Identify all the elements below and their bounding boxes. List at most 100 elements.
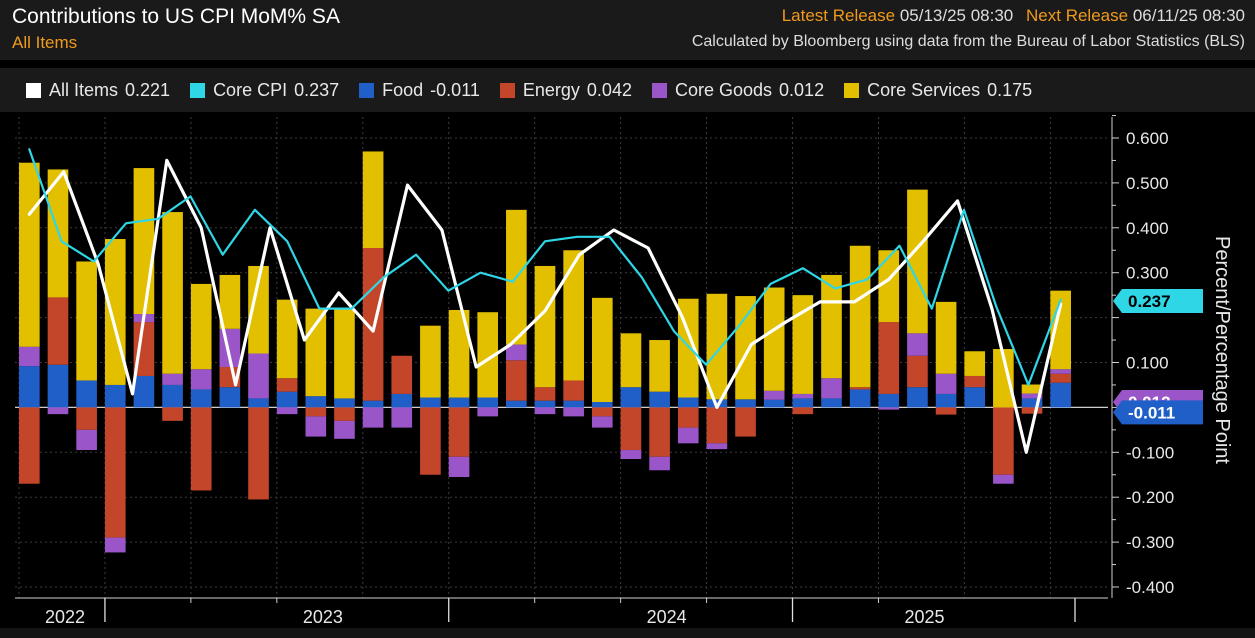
y-tick-label: -0.200 — [1126, 488, 1174, 507]
bar-core-goods — [591, 416, 613, 428]
legend-all-items[interactable]: All Items 0.221 — [26, 80, 170, 101]
bar-food — [162, 384, 183, 408]
legend-value: 0.042 — [586, 79, 632, 100]
bar-core-services — [104, 239, 126, 385]
bar-core-goods — [878, 407, 900, 410]
legend-food[interactable]: Food -0.011 — [359, 80, 480, 101]
bar-core-services — [620, 333, 642, 388]
bar-core-services — [276, 299, 298, 379]
chart-plot: 0.600 0.500 0.400 0.300 0.100 -0.100 -0.200 -0.… — [15, 115, 1233, 627]
bar-core-goods — [563, 407, 584, 417]
legend-value: 0.221 — [125, 79, 171, 100]
value-tag-label: -0.011 — [1128, 403, 1175, 422]
bar-food — [362, 400, 384, 408]
bar-food — [76, 380, 97, 408]
y-tick-label: 0.100 — [1126, 354, 1169, 373]
legend-energy[interactable]: Energy 0.042 — [499, 79, 632, 101]
bar-energy — [334, 407, 355, 421]
bar-core-services — [190, 283, 212, 370]
bar-food — [1050, 382, 1071, 408]
bar-food — [47, 364, 69, 408]
bar-core-goods — [534, 407, 556, 415]
bar-core-goods — [1021, 393, 1043, 399]
bar-energy — [649, 407, 670, 457]
bar-food — [276, 391, 298, 408]
bar-food — [849, 389, 871, 408]
y-tick-label: 0.400 — [1126, 219, 1169, 238]
bar-food — [620, 387, 642, 408]
bar-core-goods — [19, 346, 40, 367]
source-note: Calculated by Bloomberg using data from … — [691, 33, 1245, 50]
bar-energy — [620, 407, 642, 451]
bar-core-services — [964, 351, 986, 376]
y-tick-label: -0.100 — [1126, 443, 1174, 462]
latest-release-label: Latest Release — [781, 6, 896, 25]
bar-food — [935, 393, 957, 408]
legend-core-goods[interactable]: Core Goods 0.012 — [651, 80, 824, 101]
bar-energy — [677, 407, 699, 428]
value-tag-label: 0.237 — [1128, 292, 1171, 311]
bar-food — [821, 398, 842, 408]
bar-energy — [935, 407, 957, 415]
bar-energy — [735, 407, 756, 437]
bar-core-goods — [248, 353, 269, 399]
next-release-label: Next Release — [1026, 6, 1129, 25]
latest-release-value: 05/13/25 08:30 — [899, 6, 1014, 25]
bar-core-goods — [792, 393, 814, 399]
bar-core-goods — [276, 407, 298, 415]
lines — [27, 148, 1063, 454]
bar-food — [735, 399, 756, 408]
bar-food — [448, 397, 470, 408]
bar-food — [133, 375, 155, 408]
bar-energy — [878, 322, 900, 394]
bar-food — [792, 398, 814, 408]
bar-core-services — [935, 301, 957, 374]
chart-title: Contributions to US CPI MoM% SA — [12, 5, 340, 28]
bar-core-goods — [334, 420, 355, 439]
bar-energy — [248, 407, 269, 500]
bar-core-goods — [477, 407, 499, 417]
bar-food — [391, 393, 413, 408]
next-release-value: 06/11/25 08:30 — [1132, 6, 1245, 25]
bar-food — [104, 384, 126, 408]
bar-core-services — [763, 287, 785, 391]
legend-core-services[interactable]: Core Services 0.175 — [844, 80, 1032, 101]
bar-food — [534, 400, 556, 408]
year-label: 2023 — [303, 607, 343, 627]
bar-core-services — [162, 212, 183, 374]
bar-food — [563, 400, 584, 408]
chart-subtitle[interactable]: All Items — [12, 33, 78, 52]
y-tick-label: -0.300 — [1126, 533, 1174, 552]
bar-core-services — [477, 312, 499, 398]
bar-core-services — [563, 250, 584, 381]
footer-bar — [0, 628, 1255, 638]
bar-energy — [190, 407, 212, 491]
legend-label: Core Services — [867, 79, 981, 100]
bar-core-goods — [104, 537, 126, 553]
bar-core-services — [993, 349, 1014, 408]
bar-core-goods — [1050, 369, 1071, 374]
bar-core-goods — [76, 429, 97, 451]
bar-core-goods — [677, 427, 699, 444]
legend-swatch — [651, 82, 667, 98]
legend-swatch — [499, 82, 515, 98]
bar-energy — [534, 387, 556, 401]
legend-core-cpi[interactable]: Core CPI 0.237 — [190, 80, 339, 101]
bar-energy — [849, 387, 871, 390]
bar-energy — [104, 407, 126, 538]
bar-food — [964, 387, 986, 408]
bar-food — [907, 387, 928, 408]
value-tag — [1113, 400, 1203, 425]
legend-value: 0.175 — [987, 79, 1033, 100]
bar-energy — [792, 407, 814, 415]
bar-core-goods — [305, 416, 327, 437]
bar-energy — [391, 355, 413, 394]
bar-food — [878, 393, 900, 408]
bar-core-services — [706, 293, 728, 400]
bar-core-services — [219, 274, 241, 329]
bar-core-goods — [391, 407, 413, 428]
bar-core-services — [534, 265, 556, 388]
year-label: 2024 — [647, 607, 687, 627]
bar-core-services — [133, 168, 155, 315]
line-all-items — [27, 158, 1063, 454]
